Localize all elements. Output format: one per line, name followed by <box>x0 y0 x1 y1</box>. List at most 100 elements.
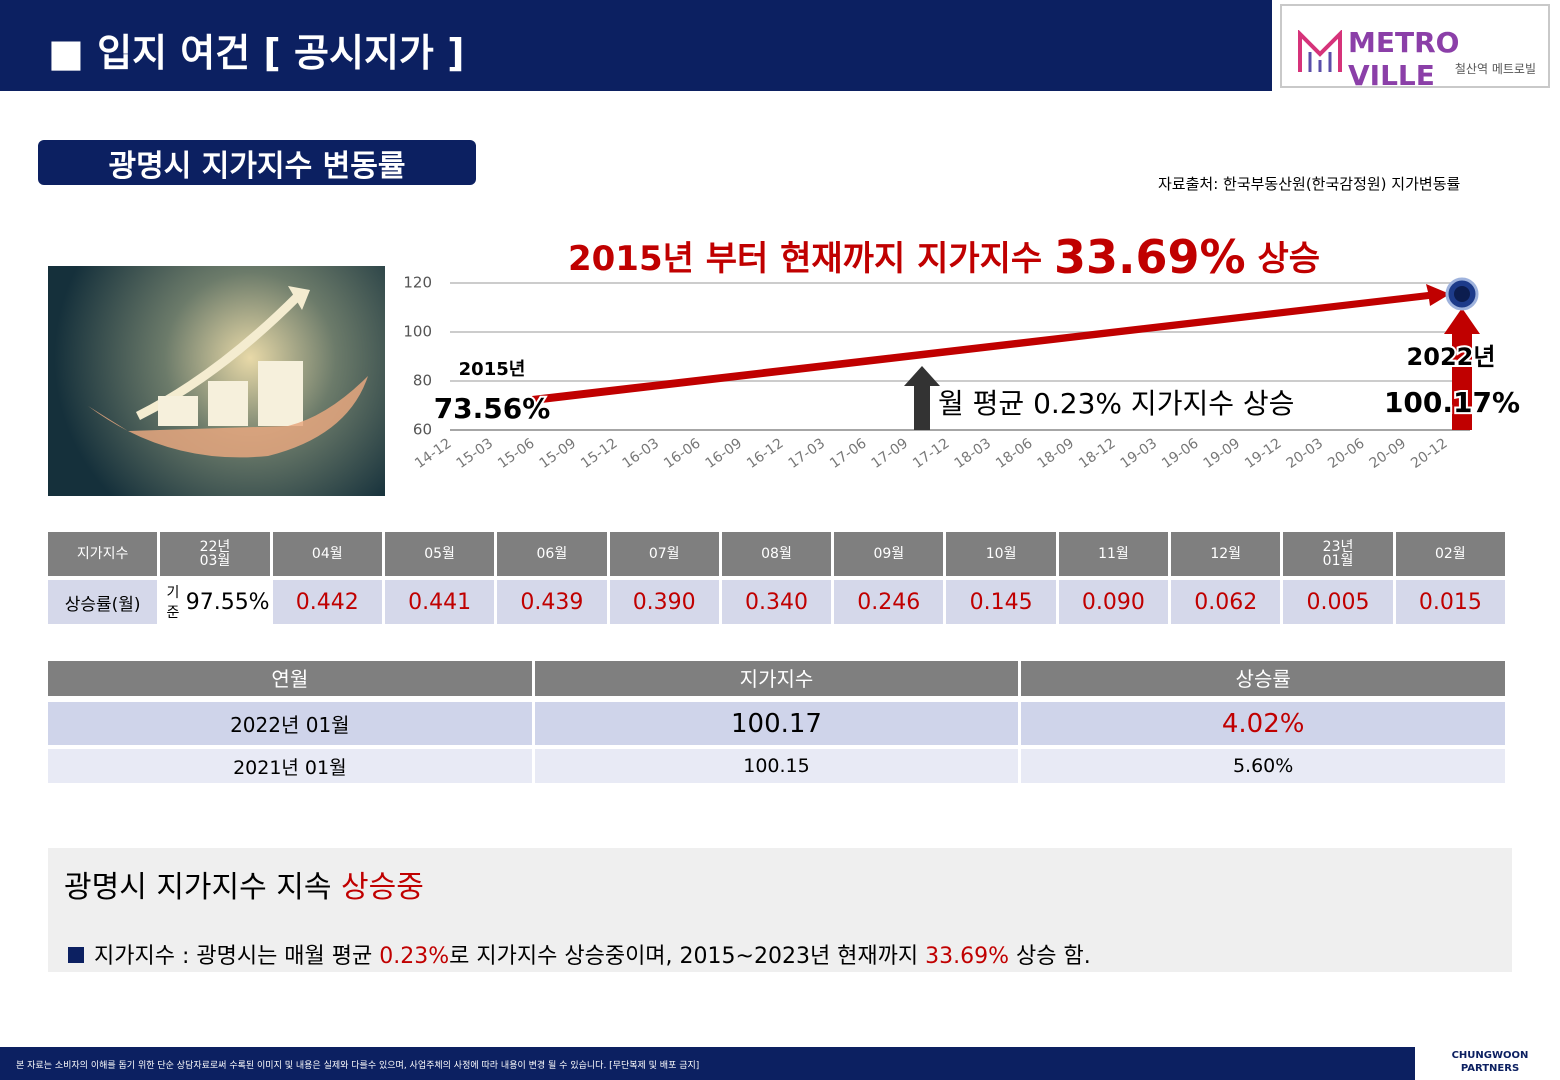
bullet-text: 상승 함. <box>1009 944 1091 969</box>
table1-base-part: 97.55% <box>185 589 270 615</box>
logo-icon <box>1298 30 1342 72</box>
summary-box: 광명시 지가지수 지속 상승중 지가지수 : 광명시는 매월 평균 0.23%로… <box>48 848 1512 972</box>
table2-cell: 100.17 <box>534 702 1019 745</box>
table1-value: 0.439 <box>497 580 607 624</box>
table1-value: 0.145 <box>946 580 1056 624</box>
table1-value: 0.005 <box>1283 580 1393 624</box>
table2-cell: 100.15 <box>534 749 1019 783</box>
header-title: ■ 입지 여건 [ 공시지가 ] <box>48 31 465 75</box>
table1-header: 12월 <box>1171 532 1281 576</box>
table1-header: 22년 03월 <box>160 532 270 576</box>
y-tick-label: 60 <box>413 421 432 439</box>
table1-value: 0.090 <box>1058 580 1169 624</box>
bullet-text: 로 지가지수 상승중이며, 2015~2023년 현재까지 <box>449 944 926 969</box>
x-tick-label: 15-03 <box>454 435 497 471</box>
x-tick-label: 16-09 <box>703 435 746 471</box>
summary-title: 광명시 지가지수 지속 상승중 <box>64 862 424 906</box>
table1-header: 09월 <box>834 532 944 576</box>
footer-bar <box>0 1047 1415 1080</box>
summary-title-highlight: 상승중 <box>341 870 424 905</box>
end-marker-core <box>1454 286 1470 302</box>
table2-header: 상승률 <box>1021 661 1505 696</box>
table2-cell: 2021년 01월 <box>48 749 532 783</box>
x-tick-label: 15-06 <box>495 435 538 471</box>
y-tick-label: 120 <box>403 274 432 292</box>
y-tick-label: 100 <box>403 323 432 341</box>
x-tick-label: 17-06 <box>827 435 870 471</box>
annotation: 월 평균 0.23% 지가지수 상승 <box>938 387 1294 420</box>
x-tick-label: 19-06 <box>1159 435 1202 471</box>
x-tick-label: 17-12 <box>910 435 953 471</box>
table1-base: 기준 97.55% <box>160 580 270 624</box>
table1-header: 02월 <box>1395 532 1505 576</box>
table1-base-part: 기준 <box>166 585 180 621</box>
x-tick-label: 18-12 <box>1076 435 1119 471</box>
summary-bullet: 지가지수 : 광명시는 매월 평균 0.23%로 지가지수 상승중이며, 201… <box>68 938 1091 970</box>
y-tick-label: 80 <box>413 372 432 390</box>
photo-art <box>88 286 368 458</box>
table1-value: 0.340 <box>721 580 832 624</box>
source: 자료출처: 한국부동산원(한국감정원) 지가변동률 <box>1158 175 1461 193</box>
x-tick-label: 17-09 <box>869 435 912 471</box>
table1-header: 07월 <box>609 532 719 576</box>
rise-arrow <box>1444 308 1480 430</box>
bullet-text: 지가지수 : 광명시는 매월 평균 <box>94 944 380 969</box>
logo-sub: 철산역 메트로빌 <box>1454 62 1536 76</box>
x-tick-label: 19-12 <box>1242 435 1285 471</box>
chart-title-part: 2015년 부터 현재까지 지가지수 <box>568 239 1054 279</box>
table1-header: 06월 <box>497 532 607 576</box>
annotation: 100.17% <box>1384 386 1520 419</box>
table1-value: 0.015 <box>1395 580 1505 624</box>
footer-company: CHUNGWOON PARTNERS <box>1451 1050 1529 1074</box>
table1-header: 11월 <box>1058 532 1169 576</box>
x-tick-label: 14-12 <box>412 435 455 471</box>
table1-header: 10월 <box>946 532 1056 576</box>
x-tick-label: 16-12 <box>744 435 787 471</box>
footer-disclaimer: 본 자료는 소비자의 이해를 돕기 위한 단순 상담자료로써 수록된 이미지 및… <box>16 1061 700 1071</box>
chart-title-part: 33.69% <box>1054 230 1246 284</box>
avg-arrow <box>904 366 940 430</box>
x-tick-label: 18-06 <box>993 435 1036 471</box>
header-bar <box>0 0 1272 91</box>
summary-title-text: 광명시 지가지수 지속 <box>64 870 342 905</box>
table1-header: 08월 <box>721 532 832 576</box>
x-tick-label: 20-06 <box>1325 435 1368 471</box>
table2-header: 연월 <box>48 661 532 696</box>
table2-cell: 5.60% <box>1021 749 1505 783</box>
table1-value: 0.246 <box>834 580 944 624</box>
x-tick-label: 16-03 <box>620 435 663 471</box>
x-tick-label: 15-09 <box>537 435 580 471</box>
annotation: 2015년 <box>459 359 526 380</box>
annotation: 2022년 <box>1407 343 1496 371</box>
table1-header: 23년 01월 <box>1283 532 1393 576</box>
x-tick-label: 20-09 <box>1367 435 1410 471</box>
table1-value: 0.441 <box>384 580 495 624</box>
table1-value: 0.062 <box>1171 580 1281 624</box>
logo-name: METRO VILLE <box>1348 26 1460 92</box>
bullet-highlight: 33.69% <box>925 944 1010 969</box>
table1-value: 0.442 <box>272 580 382 624</box>
logo-box: METRO VILLE 철산역 메트로빌 <box>1280 4 1550 92</box>
x-tick-label: 18-03 <box>952 435 995 471</box>
chart: 60 80 100 120 14-1215-0315-0615-0915-1216-03… <box>403 230 1522 472</box>
x-tick-label: 19-03 <box>1118 435 1161 471</box>
trend-arrow <box>532 284 1450 404</box>
x-tick-label: 16-06 <box>661 435 704 471</box>
table1-value: 0.390 <box>609 580 719 624</box>
x-tick-label: 19-09 <box>1201 435 1244 471</box>
section-title: 광명시 지가지수 변동률 <box>38 140 476 185</box>
chart-title-part: 상승 <box>1246 239 1320 279</box>
annotation: 73.56% <box>434 392 551 425</box>
table2-cell: 2022년 01월 <box>48 702 532 745</box>
table1-row-label: 상승률(월) <box>48 580 158 624</box>
x-tick-label: 20-03 <box>1284 435 1327 471</box>
x-tick-label: 17-03 <box>786 435 829 471</box>
table1-header: 지가지수 <box>48 532 158 576</box>
table1-header: 05월 <box>384 532 495 576</box>
photo <box>48 266 385 496</box>
x-tick-label: 20-12 <box>1408 435 1451 471</box>
table2-header: 지가지수 <box>534 661 1019 696</box>
table2-cell: 4.02% <box>1021 702 1505 745</box>
x-tick-label: 18-09 <box>1035 435 1078 471</box>
